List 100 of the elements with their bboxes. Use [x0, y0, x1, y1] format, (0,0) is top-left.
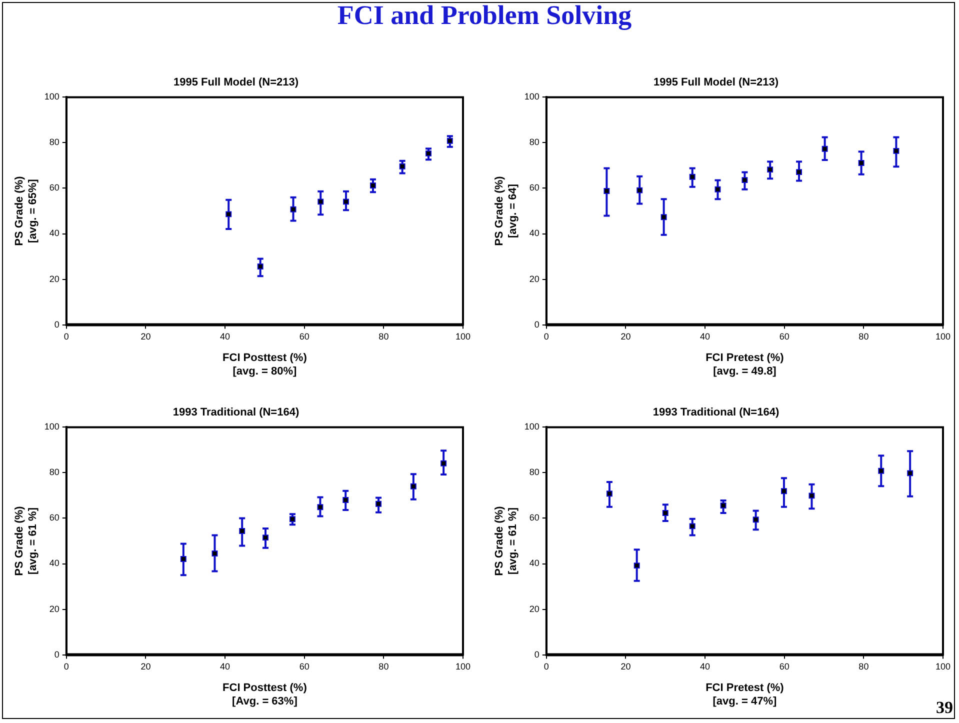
x-tick-label: 100 — [455, 332, 471, 342]
chart-title: 1995 Full Model (N=213) — [653, 76, 779, 89]
point — [318, 198, 324, 205]
y-tick-label: 60 — [529, 512, 540, 523]
point — [767, 166, 774, 173]
y-tick-label: 100 — [524, 92, 540, 102]
x-tick-label: 20 — [140, 332, 151, 342]
y-tick-label: 60 — [529, 182, 540, 193]
point — [399, 163, 406, 170]
y-tick-label: 60 — [49, 512, 60, 523]
x-tick-label: 40 — [700, 332, 710, 342]
y-tick-label: 80 — [529, 137, 540, 148]
y-tick-label: 20 — [529, 604, 540, 614]
y-tick-label: 40 — [529, 558, 540, 568]
x-tick-label: 40 — [220, 332, 230, 342]
point — [342, 497, 349, 504]
y-tick-label: 100 — [524, 422, 540, 432]
y-tick-label: 100 — [44, 92, 60, 102]
y-tick-label: 80 — [49, 137, 60, 148]
point — [290, 206, 296, 212]
x-tick-label: 60 — [299, 332, 310, 342]
point — [376, 500, 382, 507]
x-tick-label: 20 — [620, 662, 631, 672]
point — [752, 516, 759, 523]
y-tick-label: 100 — [44, 422, 60, 432]
point — [742, 177, 748, 184]
point — [317, 504, 324, 510]
x-tick-label: 0 — [64, 662, 69, 672]
x-tick-label: 80 — [858, 662, 869, 672]
point — [370, 182, 376, 188]
point — [634, 562, 640, 569]
point — [636, 187, 643, 194]
x-tick-label: 20 — [140, 662, 151, 672]
x-tick-label: 60 — [779, 332, 790, 342]
y-tick-label: 20 — [49, 274, 60, 284]
point — [446, 138, 453, 144]
chart-title: 1995 Full Model (N=213) — [173, 76, 299, 89]
point — [257, 264, 264, 270]
y-tick-label: 80 — [49, 467, 60, 478]
x-axis-title: FCI Pretest (%) [avg. = 49.8] — [706, 352, 784, 378]
point — [858, 160, 864, 166]
x-axis-title: FCI Posttest (%) [avg. = 80%] — [222, 352, 308, 378]
y-tick-label: 20 — [49, 604, 60, 614]
point — [606, 490, 612, 497]
x-tick-label: 80 — [378, 332, 389, 342]
text: 39 — [936, 698, 953, 718]
y-axis-title: PS Grade (%) [avg. = 61 %] — [14, 506, 39, 576]
y-tick-label: 80 — [529, 467, 540, 478]
point — [289, 516, 296, 522]
y-axis-title: PS Grade (%) [avg. = 61 %] — [494, 506, 519, 576]
y-tick-label: 20 — [529, 274, 540, 284]
point — [878, 468, 884, 474]
y-tick-label: 0 — [54, 649, 60, 660]
y-axis-title: PS Grade (%) [avg. = 64] — [494, 176, 519, 246]
x-axis-title: FCI Posttest (%) [Avg. = 63%] — [222, 682, 308, 708]
point — [343, 198, 349, 205]
x-tick-label: 100 — [935, 662, 951, 672]
point — [780, 488, 787, 494]
x-tick-label: 100 — [455, 662, 471, 672]
x-tick-label: 80 — [378, 662, 389, 672]
x-tick-label: 80 — [858, 332, 869, 342]
x-tick-label: 60 — [299, 662, 310, 672]
x-tick-label: 100 — [935, 332, 951, 342]
point — [720, 502, 726, 508]
x-tick-label: 40 — [700, 662, 710, 672]
y-tick-label: 40 — [529, 228, 540, 238]
chart-title: 1993 Traditional (N=164) — [652, 406, 780, 419]
point — [239, 528, 246, 534]
point — [796, 169, 802, 176]
point — [822, 146, 828, 152]
x-tick-label: 20 — [620, 332, 631, 342]
x-axis-title: FCI Pretest (%) [avg. = 47%] — [706, 682, 784, 708]
point — [689, 523, 696, 530]
point — [893, 148, 900, 154]
y-axis-title: PS Grade (%) [avg. = 65%] — [14, 176, 39, 246]
point — [604, 188, 610, 194]
y-tick-label: 40 — [49, 228, 60, 238]
point — [226, 211, 232, 218]
point — [180, 556, 186, 562]
point — [262, 534, 268, 541]
point — [714, 186, 721, 192]
point — [808, 492, 815, 499]
x-tick-label: 40 — [220, 662, 230, 672]
point — [426, 150, 432, 156]
x-tick-label: 0 — [64, 332, 69, 342]
text: FCI and Problem Solving — [336, 0, 633, 31]
y-tick-label: 0 — [54, 319, 60, 330]
point — [660, 214, 667, 220]
x-tick-label: 60 — [779, 662, 790, 672]
point — [410, 483, 416, 490]
x-tick-label: 0 — [544, 332, 549, 342]
chart-title: 1993 Traditional (N=164) — [172, 406, 300, 419]
y-tick-label: 40 — [49, 558, 60, 568]
point — [662, 510, 668, 516]
x-tick-label: 0 — [544, 662, 549, 672]
y-tick-label: 0 — [534, 649, 540, 660]
point — [689, 174, 696, 180]
point — [212, 550, 218, 556]
point — [907, 470, 914, 476]
y-tick-label: 0 — [534, 319, 540, 330]
